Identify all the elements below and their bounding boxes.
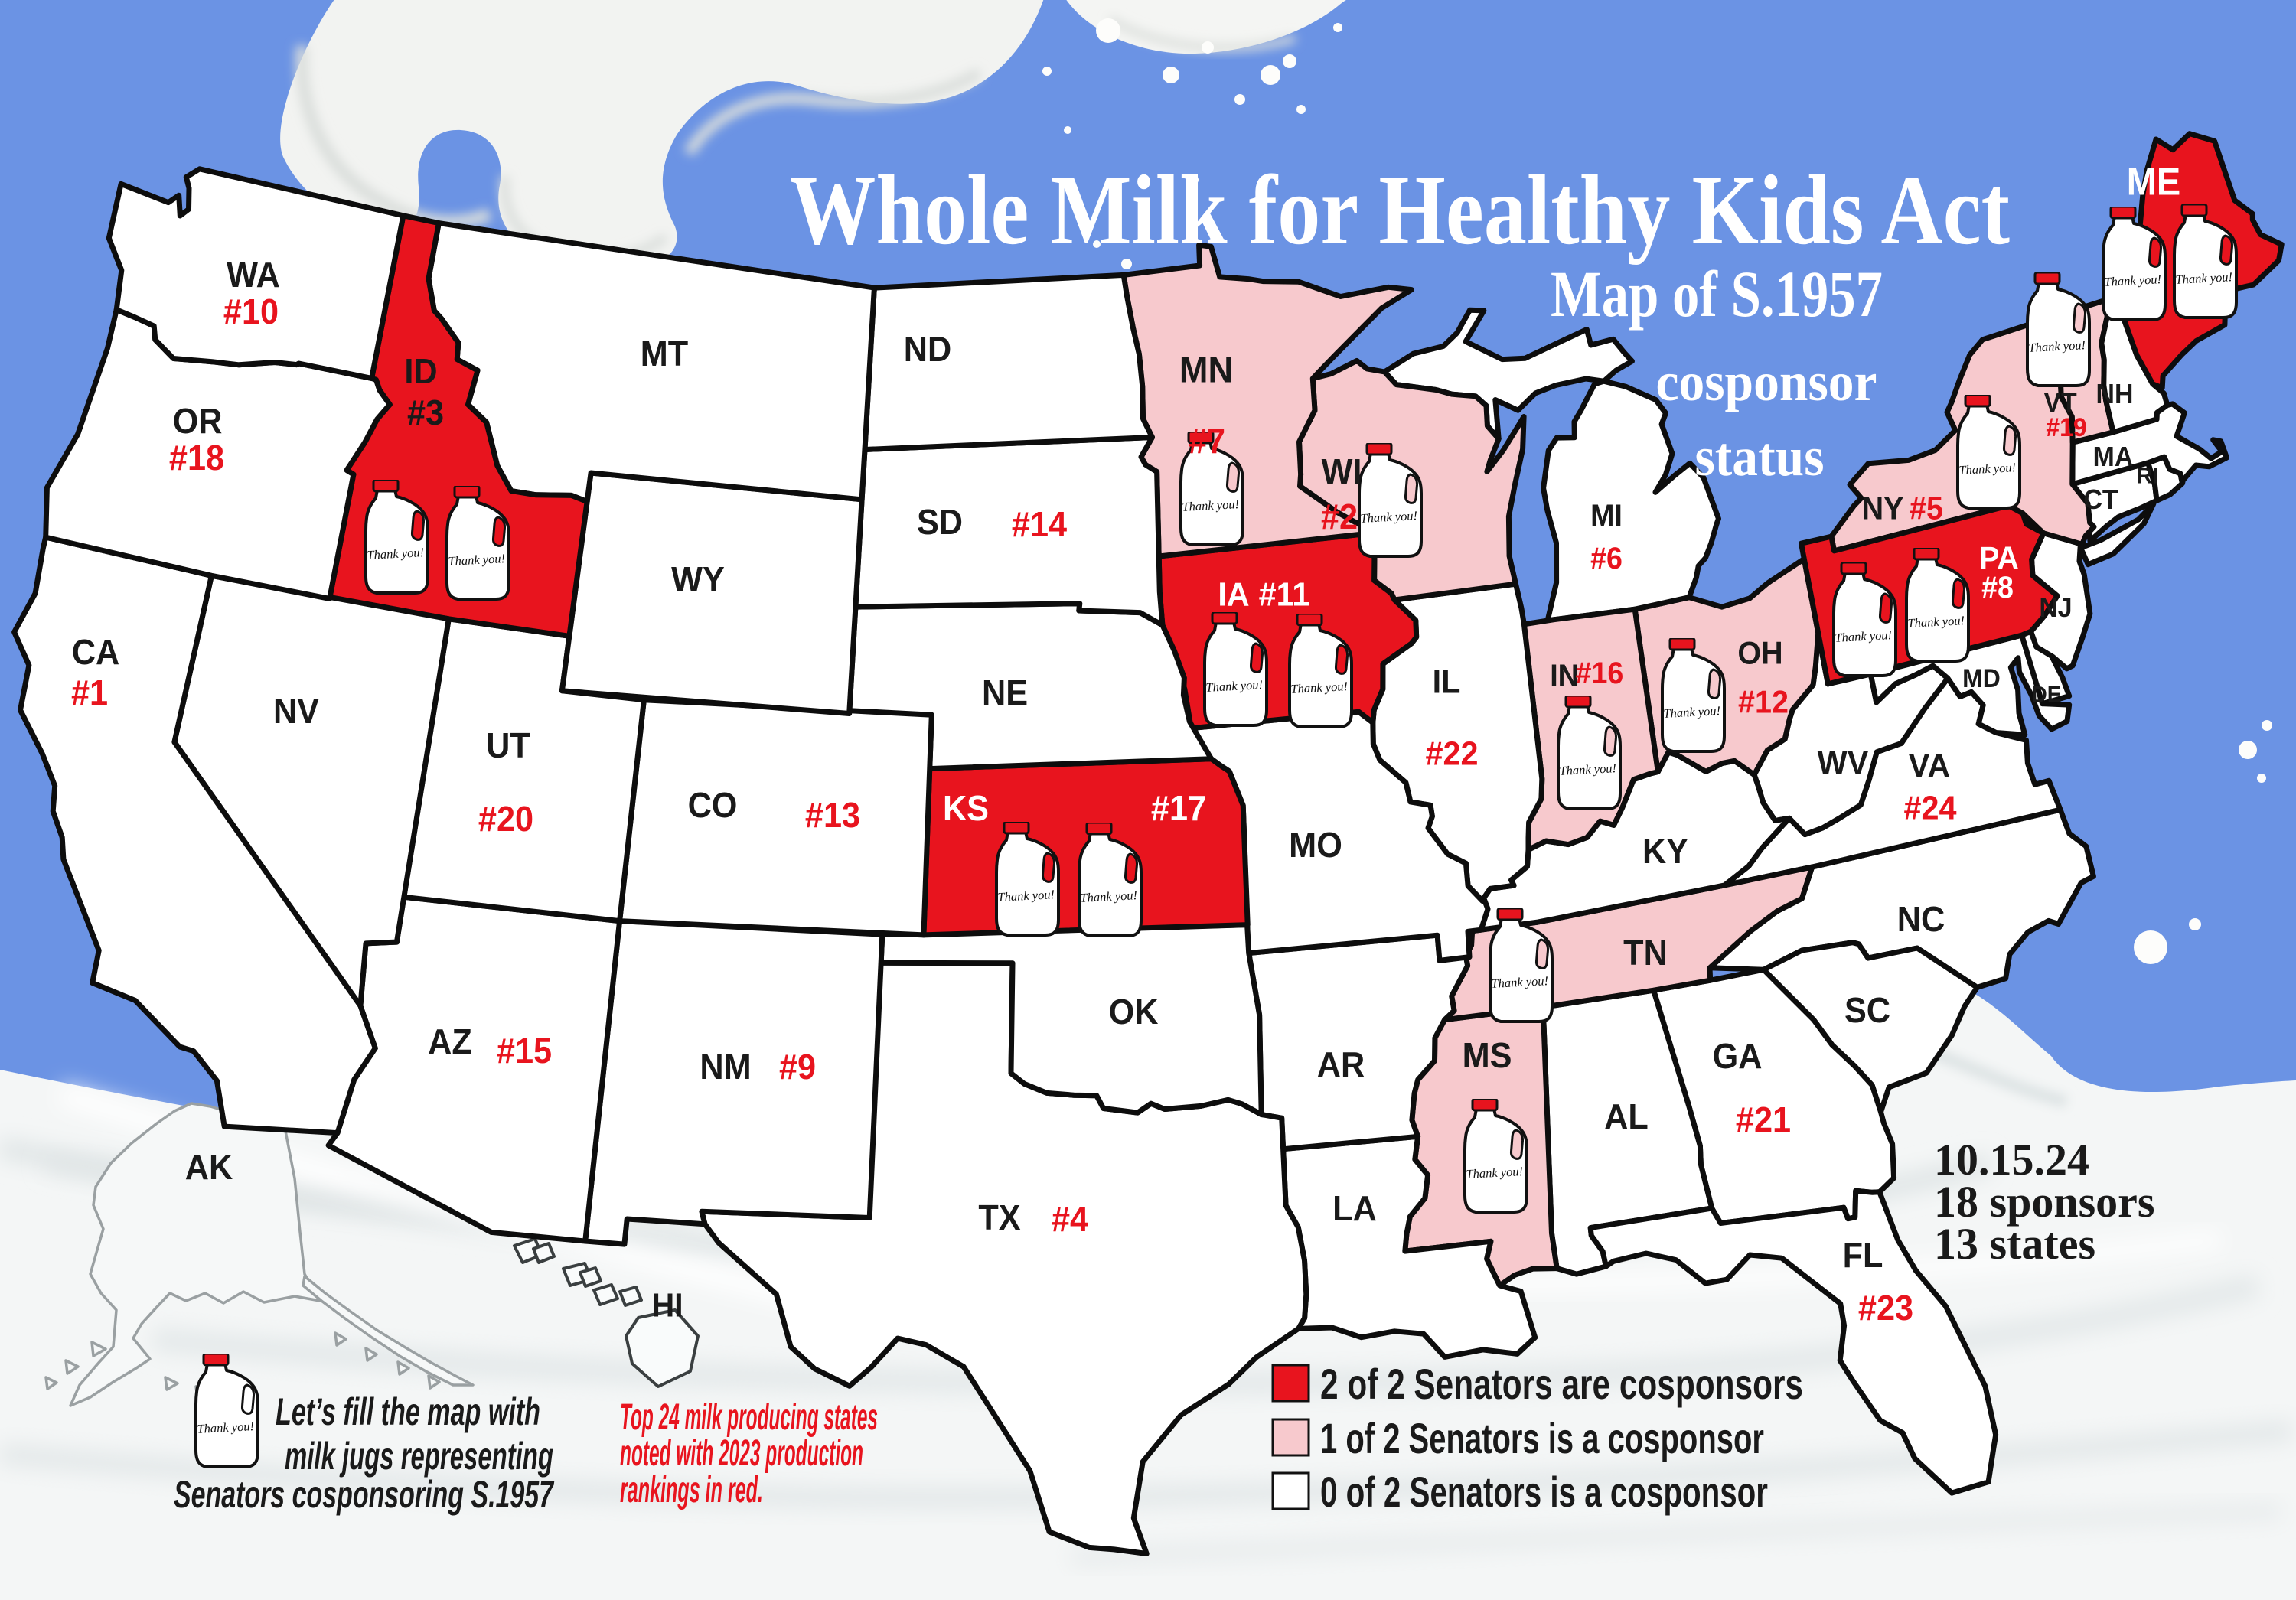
svg-text:MT: MT bbox=[641, 335, 688, 373]
svg-text:#14: #14 bbox=[1012, 506, 1067, 544]
svg-text:#5: #5 bbox=[1910, 490, 1943, 526]
svg-text:Map of S.1957: Map of S.1957 bbox=[1551, 257, 1883, 331]
svg-text:#20: #20 bbox=[478, 800, 533, 839]
svg-text:HI: HI bbox=[651, 1286, 683, 1324]
svg-text:CO: CO bbox=[688, 787, 738, 825]
svg-text:DE: DE bbox=[2031, 683, 2061, 708]
svg-text:VA: VA bbox=[1909, 747, 1950, 784]
svg-text:OR: OR bbox=[173, 402, 223, 441]
svg-text:#10: #10 bbox=[223, 293, 279, 331]
svg-text:#13: #13 bbox=[805, 797, 860, 835]
svg-text:RI: RI bbox=[2137, 464, 2158, 489]
svg-text:SD: SD bbox=[917, 503, 963, 542]
svg-text:status: status bbox=[1695, 426, 1825, 487]
svg-text:rankings in red.: rankings in red. bbox=[620, 1470, 763, 1510]
svg-text:Let’s fill the map with: Let’s fill the map with bbox=[276, 1390, 540, 1433]
svg-text:MA: MA bbox=[2093, 442, 2134, 472]
svg-text:NY: NY bbox=[1862, 490, 1904, 526]
svg-text:AL: AL bbox=[1604, 1098, 1649, 1136]
svg-text:ME: ME bbox=[2127, 161, 2180, 204]
svg-text:#7: #7 bbox=[1189, 422, 1225, 461]
svg-text:1 of 2 Senators is a cosponsor: 1 of 2 Senators is a cosponsor bbox=[1320, 1414, 1764, 1462]
svg-text:GA: GA bbox=[1713, 1038, 1763, 1076]
svg-text:VT: VT bbox=[2043, 387, 2076, 418]
svg-text:#12: #12 bbox=[1738, 683, 1789, 719]
svg-text:IA: IA bbox=[1218, 575, 1249, 613]
svg-text:NJ: NJ bbox=[2039, 592, 2072, 623]
svg-text:MN: MN bbox=[1179, 349, 1233, 390]
svg-text:#6: #6 bbox=[1590, 542, 1623, 575]
svg-text:ID: ID bbox=[404, 353, 437, 391]
svg-text:#11: #11 bbox=[1259, 575, 1310, 613]
svg-text:Whole Milk for Healthy Kids Ac: Whole Milk for Healthy Kids Act bbox=[790, 155, 2010, 266]
svg-text:#22: #22 bbox=[1426, 735, 1479, 772]
svg-text:#2: #2 bbox=[1321, 498, 1358, 536]
svg-text:CT: CT bbox=[2083, 484, 2118, 515]
svg-text:MI: MI bbox=[1590, 499, 1623, 533]
svg-text:UT: UT bbox=[486, 727, 530, 765]
svg-text:AK: AK bbox=[185, 1149, 233, 1187]
svg-text:KY: KY bbox=[1642, 833, 1688, 871]
svg-text:TX: TX bbox=[978, 1199, 1020, 1237]
svg-text:MO: MO bbox=[1289, 826, 1342, 865]
svg-text:cosponsor: cosponsor bbox=[1656, 351, 1877, 412]
svg-text:#4: #4 bbox=[1052, 1201, 1088, 1239]
svg-text:#16: #16 bbox=[1576, 657, 1624, 690]
svg-text:#19: #19 bbox=[2046, 412, 2086, 442]
svg-text:AR: AR bbox=[1317, 1046, 1365, 1084]
svg-text:PA: PA bbox=[1979, 539, 2019, 575]
svg-text:0 of 2 Senators is a cosponsor: 0 of 2 Senators is a cosponsor bbox=[1320, 1468, 1768, 1516]
svg-text:AZ: AZ bbox=[428, 1023, 472, 1061]
svg-text:noted with 2023 production: noted with 2023 production bbox=[620, 1433, 863, 1474]
svg-text:WA: WA bbox=[227, 256, 280, 295]
svg-text:IL: IL bbox=[1433, 663, 1461, 700]
svg-text:18 sponsors: 18 sponsors bbox=[1934, 1177, 2154, 1227]
svg-text:milk jugs representing: milk jugs representing bbox=[285, 1435, 553, 1478]
svg-text:TN: TN bbox=[1623, 934, 1668, 973]
svg-text:MD: MD bbox=[1962, 663, 2001, 692]
svg-text:#21: #21 bbox=[1736, 1101, 1791, 1139]
svg-text:#18: #18 bbox=[169, 439, 224, 477]
svg-text:Senators cosponsoring S.1957: Senators cosponsoring S.1957 bbox=[174, 1473, 554, 1516]
svg-text:ND: ND bbox=[904, 331, 951, 369]
svg-text:WI: WI bbox=[1322, 453, 1362, 491]
svg-text:OK: OK bbox=[1109, 993, 1159, 1031]
svg-text:NC: NC bbox=[1897, 901, 1945, 939]
svg-text:13 states: 13 states bbox=[1934, 1219, 2095, 1269]
svg-text:NE: NE bbox=[982, 674, 1028, 712]
svg-text:NV: NV bbox=[273, 692, 319, 731]
svg-text:CA: CA bbox=[72, 634, 119, 672]
svg-text:#9: #9 bbox=[779, 1048, 816, 1087]
svg-text:NH: NH bbox=[2096, 379, 2134, 409]
svg-text:#15: #15 bbox=[497, 1032, 552, 1070]
svg-text:WY: WY bbox=[671, 561, 725, 599]
svg-text:OH: OH bbox=[1737, 634, 1782, 670]
svg-text:#1: #1 bbox=[71, 674, 108, 712]
svg-text:FL: FL bbox=[1843, 1237, 1883, 1275]
svg-text:#17: #17 bbox=[1151, 790, 1206, 828]
svg-text:2 of 2 Senators are cosponsors: 2 of 2 Senators are cosponsors bbox=[1320, 1360, 1803, 1408]
svg-text:Top 24 milk producing states: Top 24 milk producing states bbox=[620, 1397, 878, 1438]
svg-text:IN: IN bbox=[1550, 659, 1579, 692]
svg-text:10.15.24: 10.15.24 bbox=[1934, 1135, 2089, 1185]
svg-text:SC: SC bbox=[1844, 992, 1890, 1030]
svg-text:#24: #24 bbox=[1904, 789, 1957, 826]
svg-text:KS: KS bbox=[943, 790, 989, 828]
svg-text:#23: #23 bbox=[1858, 1289, 1913, 1328]
svg-text:LA: LA bbox=[1332, 1190, 1377, 1228]
svg-text:#8: #8 bbox=[1981, 571, 2014, 604]
svg-text:#3: #3 bbox=[407, 394, 444, 432]
svg-text:NM: NM bbox=[700, 1048, 751, 1087]
svg-text:WV: WV bbox=[1818, 744, 1869, 781]
svg-text:MS: MS bbox=[1463, 1037, 1512, 1075]
